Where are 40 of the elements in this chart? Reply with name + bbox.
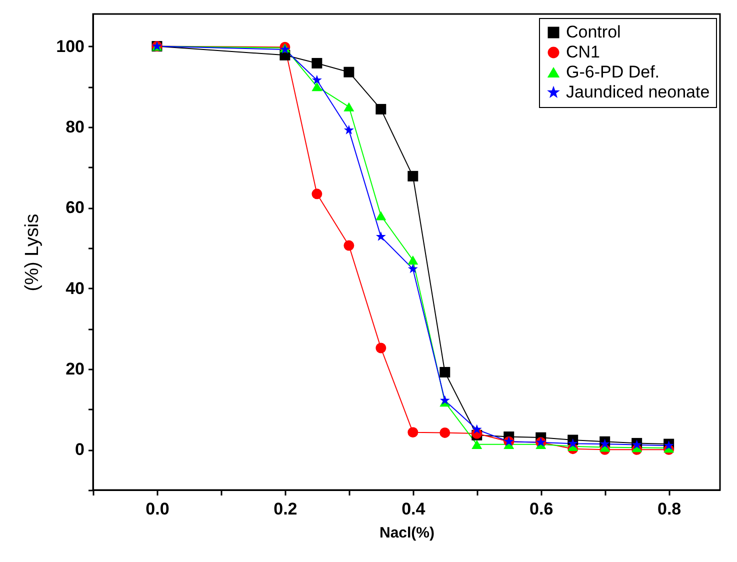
x-tick-label: 0.0 (146, 500, 170, 518)
y-tick-label: 60 (66, 198, 84, 218)
y-tick-label: 20 (66, 359, 84, 378)
point (312, 188, 322, 200)
point (376, 342, 386, 354)
y-tick-label: 100 (56, 36, 84, 56)
point (440, 366, 450, 378)
point (568, 438, 578, 448)
legend-label: G-6-PD Def. (566, 62, 660, 82)
x-tick-label: 0.4 (402, 500, 426, 518)
y-tick-label: 40 (66, 278, 84, 298)
point (440, 427, 450, 438)
x-tick-label: 0.8 (657, 500, 682, 518)
y-tick-label: 0 (75, 440, 84, 460)
point (344, 102, 354, 112)
point (408, 264, 418, 274)
point (312, 74, 322, 84)
point (344, 66, 354, 78)
point (600, 438, 610, 448)
legend-label: CN1 (566, 42, 600, 62)
point (440, 395, 450, 405)
x-tick-label: 0.6 (530, 500, 554, 518)
point (376, 231, 386, 241)
point (408, 170, 418, 182)
point (344, 240, 354, 251)
point (472, 424, 482, 434)
y-axis-title: (%) Lysis (22, 214, 44, 292)
x-tick-label: 0.2 (274, 500, 298, 518)
point (472, 440, 482, 449)
point (408, 256, 418, 265)
legend-label: Jaundiced neonate (566, 82, 710, 102)
x-axis-title: Nacl(%) (379, 524, 435, 542)
y-tick-label: 80 (66, 117, 84, 136)
point (312, 82, 322, 92)
point (376, 104, 386, 114)
point (408, 427, 418, 438)
point (376, 211, 386, 220)
point (312, 58, 322, 68)
point (344, 124, 354, 134)
legend-label: Control (566, 22, 621, 42)
